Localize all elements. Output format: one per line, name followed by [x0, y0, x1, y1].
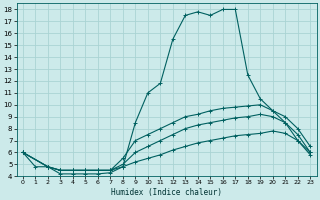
X-axis label: Humidex (Indice chaleur): Humidex (Indice chaleur) — [111, 188, 222, 197]
